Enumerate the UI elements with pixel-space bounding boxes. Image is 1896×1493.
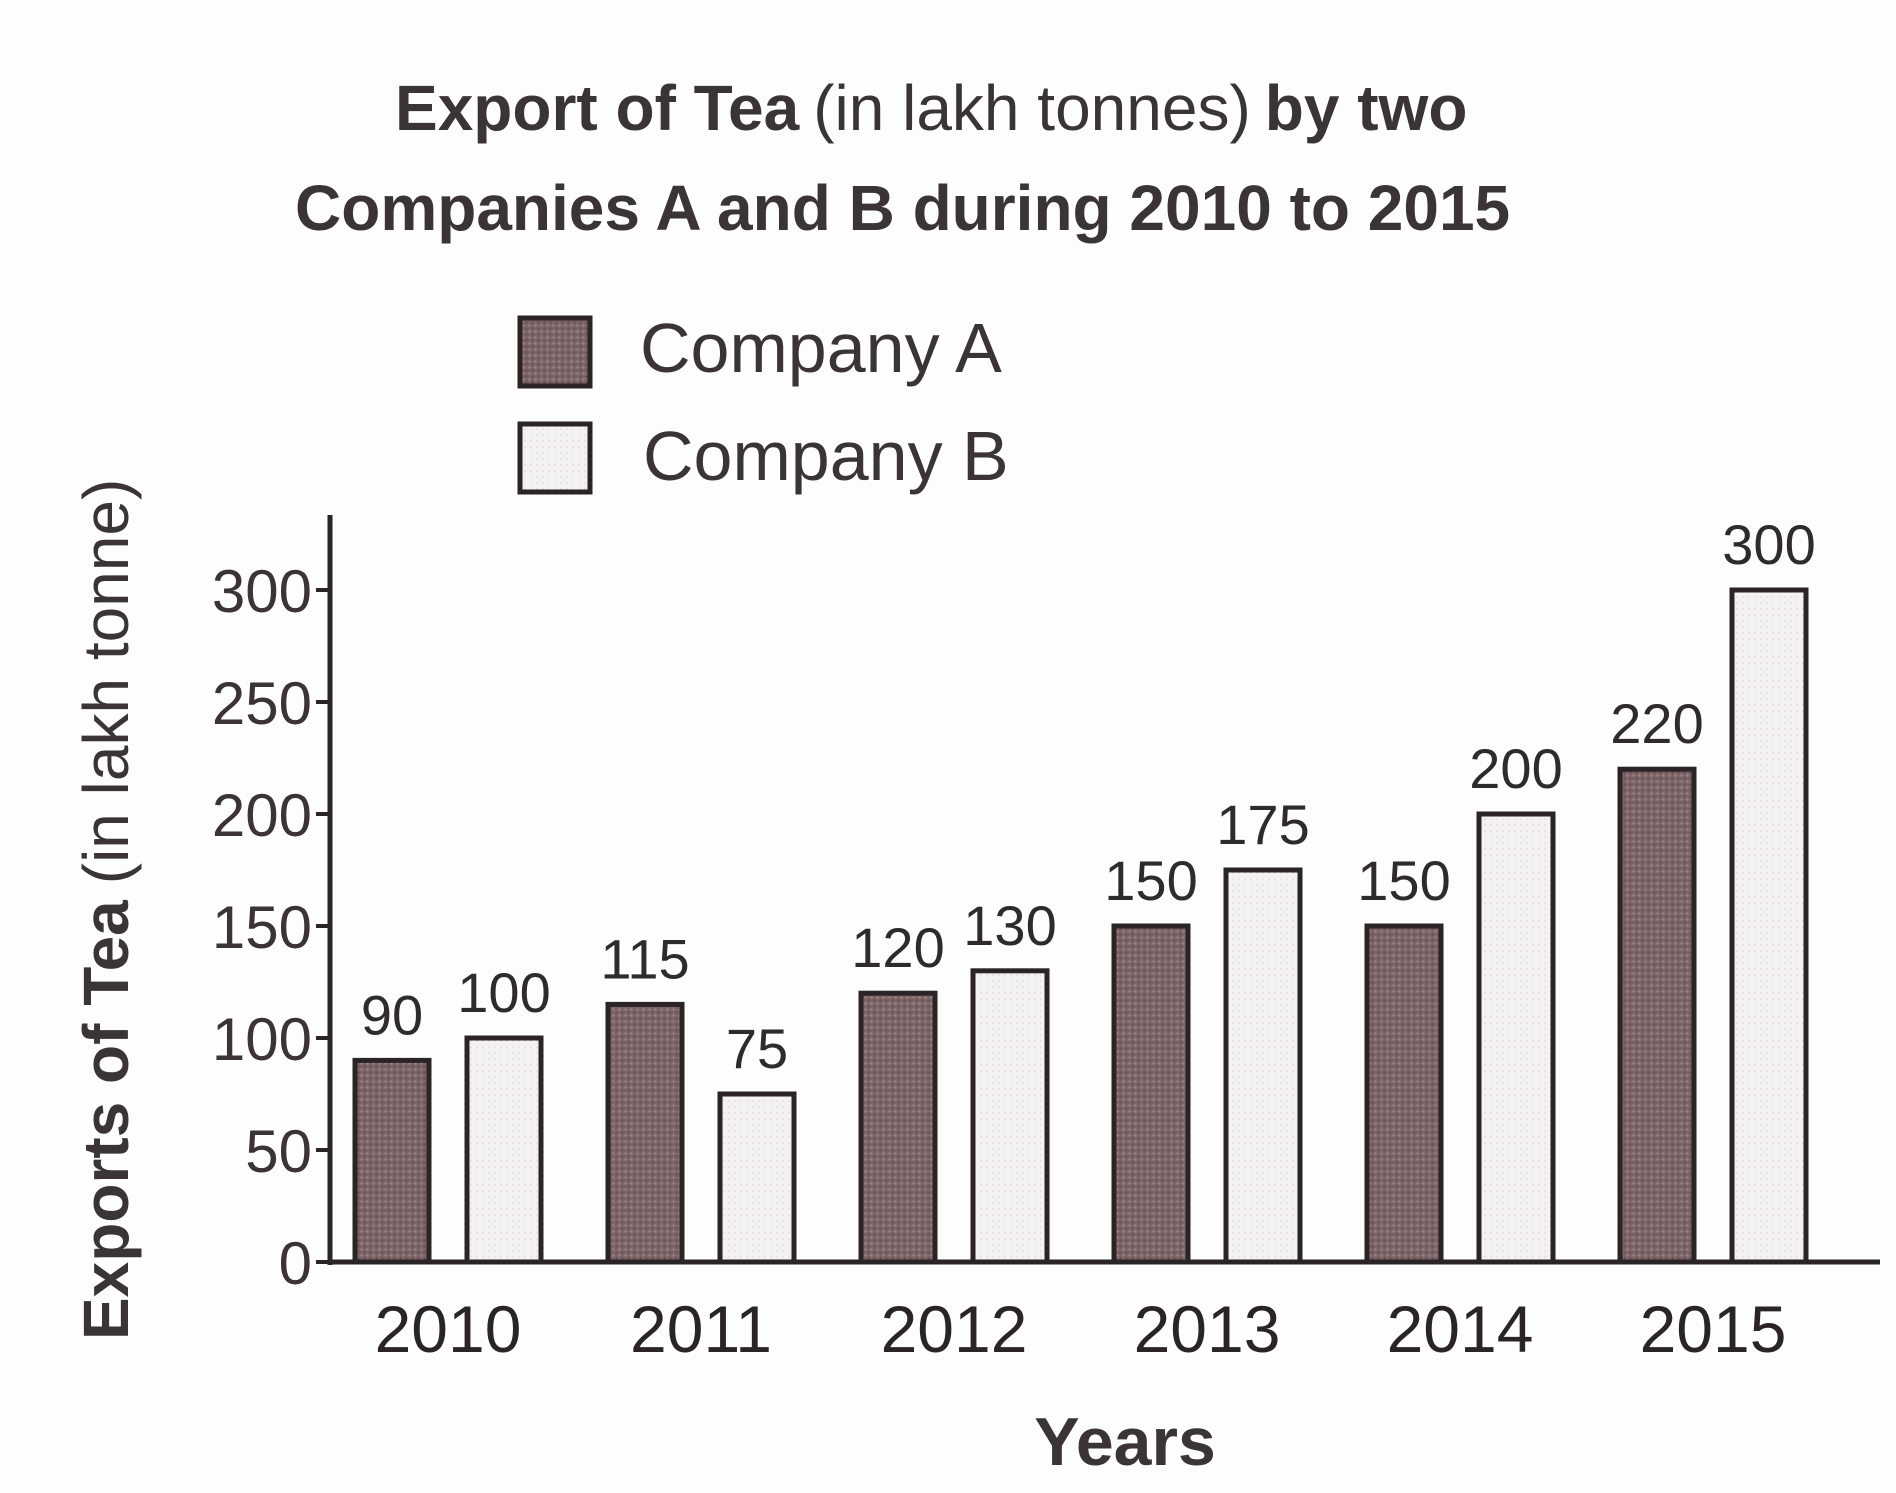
bar-company-a-2012 — [858, 990, 938, 1265]
y-axis-ticks: 0 50 100 150 200 250 300 — [212, 558, 330, 1297]
data-label-company-b-2011: 75 — [726, 1017, 788, 1080]
y-tick-label: 150 — [212, 894, 312, 961]
data-label-company-a-2013: 150 — [1104, 849, 1197, 912]
legend-swatch-company-a — [517, 315, 593, 389]
bar-company-a-2011 — [605, 1001, 685, 1265]
data-label-company-a-2010: 90 — [361, 983, 423, 1046]
y-axis-title: Exports of Tea (in lakh tonne) — [70, 479, 142, 1340]
data-label-company-a-2014: 150 — [1357, 849, 1450, 912]
data-label-company-b-2014: 200 — [1469, 737, 1562, 800]
y-tick-label: 250 — [212, 670, 312, 737]
y-axis-title-regular: (in lakh tonne) — [70, 479, 142, 885]
y-tick-label: 100 — [212, 1006, 312, 1073]
x-tick-label: 2015 — [1640, 1292, 1787, 1366]
legend: Company A Company B — [517, 309, 1009, 495]
title-line-1: Export of Tea (in lakh tonnes) by two — [395, 72, 1467, 144]
x-tick-label: 2010 — [375, 1292, 522, 1366]
x-tick-label: 2014 — [1387, 1292, 1534, 1366]
x-tick-label: 2011 — [630, 1292, 772, 1366]
bar-company-a-2010 — [352, 1057, 432, 1265]
y-tick-label: 300 — [212, 558, 312, 625]
data-label-company-a-2015: 220 — [1610, 692, 1703, 755]
bar-company-b-2015 — [1729, 587, 1809, 1265]
legend-swatch-company-b — [517, 421, 593, 495]
x-tick-label: 2012 — [881, 1292, 1028, 1366]
data-label-company-b-2013: 175 — [1216, 793, 1309, 856]
bar-company-b-2012 — [970, 968, 1050, 1265]
y-axis-title-bold: Exports of Tea — [70, 900, 142, 1340]
bar-company-b-2014 — [1476, 811, 1556, 1265]
title-line-2: Companies A and B during 2010 to 2015 — [295, 172, 1510, 244]
data-label-company-b-2015: 300 — [1722, 513, 1815, 576]
title-bold-a: Export of Tea — [395, 72, 800, 144]
title-bold-b: by two — [1265, 72, 1468, 144]
bar-company-b-2013 — [1223, 867, 1303, 1265]
x-axis-title: Years — [1034, 1404, 1216, 1480]
bar-company-a-2013 — [1111, 923, 1191, 1265]
x-tick-label: 2013 — [1134, 1292, 1281, 1366]
y-tick-label: 200 — [212, 782, 312, 849]
bar-company-a-2014 — [1364, 923, 1444, 1265]
data-label-company-a-2012: 120 — [851, 916, 944, 979]
title-regular: (in lakh tonnes) — [813, 72, 1251, 144]
data-label-company-a-2011: 115 — [600, 927, 689, 990]
legend-label-company-a: Company A — [640, 309, 1002, 387]
data-label-company-b-2012: 130 — [963, 894, 1056, 957]
y-tick-label: 50 — [245, 1118, 312, 1185]
bars: 90 100 115 75 120 130 150 175 150 200 220 300 — [352, 513, 1816, 1265]
bar-company-a-2015 — [1617, 766, 1697, 1265]
x-axis-ticks: 2010 2011 2012 2013 2014 2015 — [375, 1292, 1787, 1366]
bar-company-b-2011 — [717, 1091, 797, 1265]
legend-label-company-b: Company B — [643, 417, 1009, 495]
chart-title: Export of Tea (in lakh tonnes) by two Comp… — [295, 72, 1510, 244]
data-label-company-b-2010: 100 — [457, 961, 550, 1024]
y-tick-label: 0 — [279, 1230, 312, 1297]
bar-company-b-2010 — [464, 1035, 544, 1265]
